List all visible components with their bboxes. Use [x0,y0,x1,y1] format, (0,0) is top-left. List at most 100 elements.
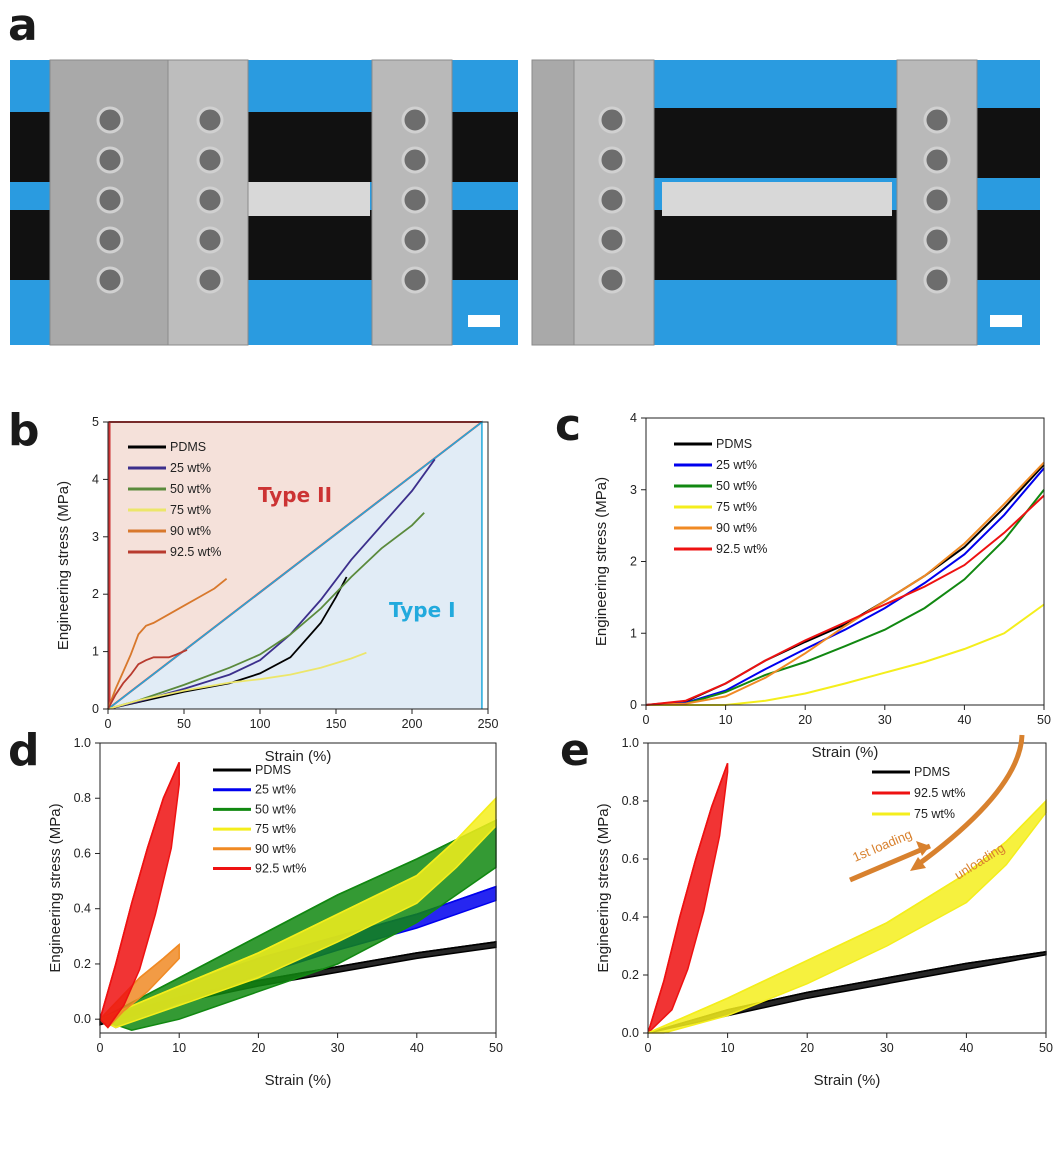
series-line [646,603,1045,706]
y-tick-label: 1 [92,645,99,659]
series-line [645,494,1045,706]
y-tick-label: 1.0 [74,736,91,750]
bolt [598,226,626,254]
series-line [107,512,425,710]
loading-curve [647,800,1047,1034]
legend-label: 25 wt% [255,783,296,797]
chart-c: 0 10 20 30 40 50 0 1 2 3 4 Strain (%) Engineering st… [593,411,1051,761]
scale-bar [468,315,500,327]
scale-bar [990,315,1022,327]
series-line [645,461,1045,706]
chart-d: 0 10 20 30 40 50 0.0 0.2 0.4 0.6 0.8 1.0 Strain (%) E… [47,736,503,1089]
series-line [107,577,228,710]
bolt [96,106,124,134]
legend-label: 75 wt% [716,500,757,514]
loading-arrow [849,843,931,883]
type-ii-label: Type II [258,483,332,507]
y-tick-label: 0.8 [622,794,639,808]
x-tick-label: 200 [402,717,423,731]
y-tick-label: 0.0 [622,1026,639,1040]
y-tick-label: 2 [92,587,99,601]
x-tick-label: 0 [645,1041,652,1055]
bolt [196,186,224,214]
x-tick-label: 30 [880,1041,894,1055]
bolt [598,186,626,214]
x-tick-label: 50 [1037,713,1051,727]
x-axis-label: Strain (%) [814,1072,881,1089]
legend-label: 25 wt% [170,461,211,475]
legend-label: PDMS [914,765,950,779]
bolt [196,226,224,254]
legend-label: PDMS [170,440,206,454]
x-tick-label: 30 [331,1041,345,1055]
x-tick-label: 10 [172,1041,186,1055]
specimen-strip [240,182,370,216]
y-tick-label: 1.0 [622,736,639,750]
bolt [96,226,124,254]
y-tick-label: 0 [92,702,99,716]
plot-frame [107,421,489,710]
x-axis-label: Strain (%) [265,748,332,765]
loading-curve [647,763,729,1034]
bolt [96,146,124,174]
x-tick-label: 40 [959,1041,973,1055]
y-tick-label: 3 [630,483,637,497]
unloading-arrow [914,734,1025,869]
unloading-arrowhead [910,857,926,871]
bolt [401,106,429,134]
bolt [96,186,124,214]
legend-label: 75 wt% [255,822,296,836]
bolt [401,226,429,254]
x-tick-label: 150 [326,717,347,731]
legend-label: 92.5 wt% [716,542,767,556]
y-tick-label: 0.2 [622,968,639,982]
x-tick-label: 30 [878,713,892,727]
y-tick-label: 4 [92,472,99,486]
y-tick-label: 5 [92,415,99,429]
legend-label: 50 wt% [716,479,757,493]
specimen-strip [662,182,892,216]
photo-unstretched [10,59,518,346]
plot-frame [99,742,497,1034]
series-line [645,467,1045,706]
loading-curve [99,797,497,1020]
legend-label: 92.5 wt% [170,545,221,559]
x-axis-label: Strain (%) [265,1072,332,1089]
plot-frame [645,417,1045,706]
y-tick-label: 4 [630,411,637,425]
x-tick-label: 100 [250,717,271,731]
legend-label: 25 wt% [716,458,757,472]
bolt [196,146,224,174]
y-axis-label: Engineering stress (MPa) [595,803,612,972]
legend-label: 90 wt% [716,521,757,535]
loading-curve [99,819,497,1020]
y-tick-label: 2 [630,555,637,569]
legend-label: 50 wt% [255,802,296,816]
legend-label: PDMS [716,437,752,451]
y-tick-label: 0.2 [74,957,91,971]
y-tick-label: 1 [630,626,637,640]
bolt [598,266,626,294]
x-tick-label: 0 [97,1041,104,1055]
type-i-label: Type I [389,598,456,622]
legend-label: PDMS [255,763,291,777]
y-tick-label: 3 [92,530,99,544]
y-tick-label: 0 [630,698,637,712]
legend-label: 90 wt% [170,524,211,538]
series-line [107,576,348,710]
x-tick-label: 20 [798,713,812,727]
bolt [196,266,224,294]
legend-label: 75 wt% [914,807,955,821]
chart-b: 0 50 100 150 200 250 0 1 2 3 4 5 Strain (%) Engineeri… [55,415,498,765]
bolt [401,266,429,294]
x-tick-label: 250 [478,717,499,731]
panel-label-d: d [8,725,40,776]
x-tick-label: 10 [721,1041,735,1055]
x-tick-label: 0 [105,717,112,731]
y-tick-label: 0.6 [622,852,639,866]
bolt [923,226,951,254]
x-tick-label: 50 [489,1041,503,1055]
x-tick-label: 20 [800,1041,814,1055]
bolt [196,106,224,134]
